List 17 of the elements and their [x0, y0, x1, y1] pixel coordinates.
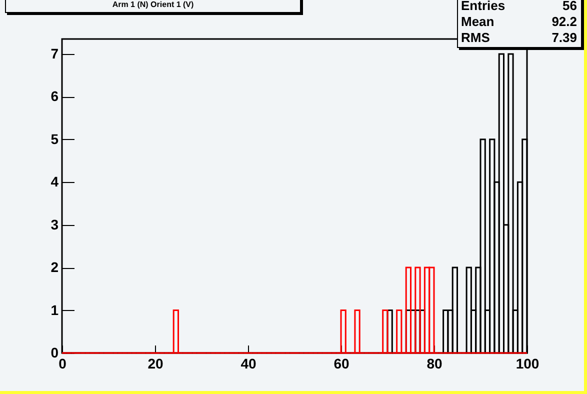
- text: RMS 7.39: [461, 30, 577, 45]
- y-tick-label: 1: [50, 302, 59, 318]
- x-tick-label: 80: [426, 356, 442, 372]
- x-tick-label: 60: [334, 356, 350, 372]
- x-tick-label: 40: [240, 356, 256, 372]
- y-tick-label: 7: [50, 45, 59, 62]
- text: Mean 92.2: [461, 14, 577, 29]
- chart-title: Arm 1 (N) Orient 1 (V): [5, 0, 301, 13]
- y-tick-label: 5: [50, 130, 59, 147]
- y-tick-label: 0: [50, 344, 59, 360]
- y-tick-label: 3: [50, 216, 59, 232]
- x-tick-label: 100: [516, 356, 540, 372]
- y-tick-label: 6: [50, 88, 59, 104]
- text: Entries 56: [461, 0, 577, 13]
- x-tick-label: 20: [148, 356, 164, 372]
- y-tick-label: 2: [50, 259, 59, 276]
- y-tick-label: 4: [50, 174, 59, 190]
